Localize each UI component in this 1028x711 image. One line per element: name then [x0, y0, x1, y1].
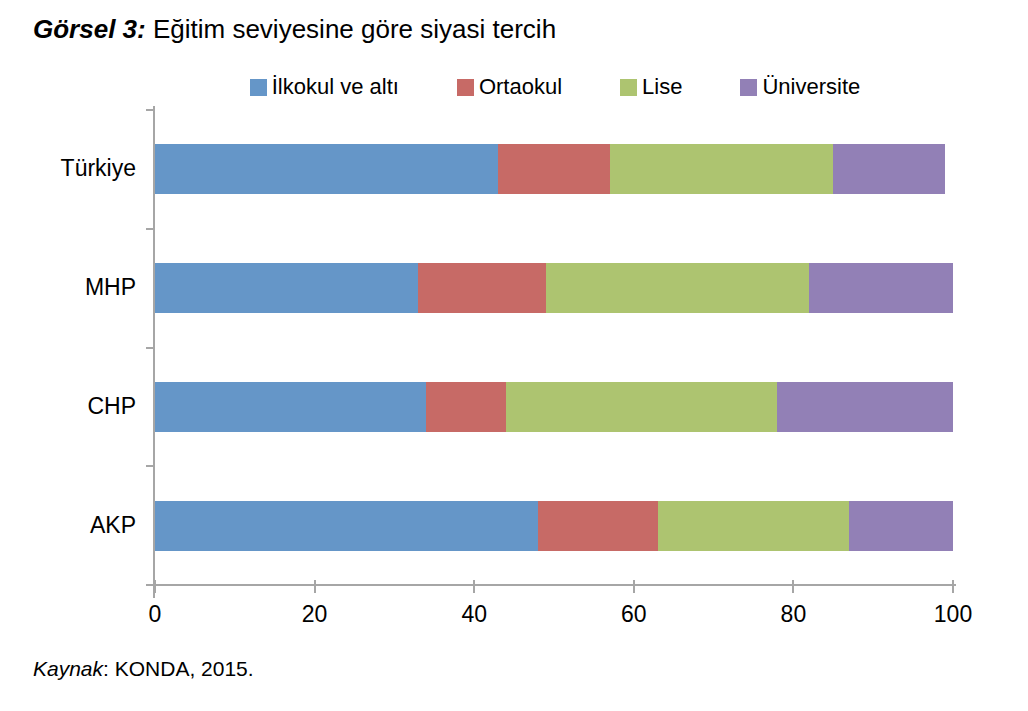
legend-label: Ortaokul — [479, 74, 562, 100]
category-label: Türkiye — [0, 155, 146, 182]
x-axis-tick — [154, 580, 156, 593]
y-axis-tick — [146, 584, 154, 586]
source-note: Kaynak: KONDA, 2015. — [33, 657, 254, 681]
bar-segment — [506, 382, 777, 432]
figure-page: Görsel 3: Eğitim seviyesine göre siyasi … — [0, 0, 1028, 711]
bar-row — [155, 501, 953, 551]
x-axis-tick-label: 80 — [781, 601, 807, 628]
x-axis-tick — [314, 580, 316, 593]
bar-segment — [809, 263, 953, 313]
bar-row — [155, 144, 945, 194]
legend-item: Üniversite — [740, 74, 860, 100]
legend-item: Ortaokul — [457, 74, 562, 100]
bar-segment — [155, 501, 538, 551]
legend-swatch-icon — [620, 79, 637, 96]
bar-segment — [610, 144, 833, 194]
x-axis-tick — [473, 580, 475, 593]
category-label: CHP — [0, 393, 146, 420]
category-label: AKP — [0, 512, 146, 539]
y-axis-tick — [146, 228, 154, 230]
chart-title-text: Eğitim seviyesine göre siyasi tercih — [146, 14, 556, 44]
legend-item: İlkokul ve altı — [250, 74, 399, 100]
bar-segment — [658, 501, 850, 551]
bar-segment — [426, 382, 506, 432]
x-axis-tick — [633, 580, 635, 593]
bar-segment — [155, 144, 498, 194]
bar-segment — [546, 263, 809, 313]
bar-segment — [833, 144, 945, 194]
legend-swatch-icon — [457, 79, 474, 96]
bar-segment — [777, 382, 953, 432]
bar-row — [155, 382, 953, 432]
y-axis-tick — [146, 465, 154, 467]
category-label: MHP — [0, 274, 146, 301]
x-axis-tick-label: 20 — [302, 601, 328, 628]
bar-segment — [418, 263, 546, 313]
x-axis-line — [148, 584, 956, 586]
chart-legend: İlkokul ve altı Ortaokul Lise Üniversite — [155, 74, 955, 100]
bar-segment — [538, 501, 658, 551]
chart-title: Görsel 3: Eğitim seviyesine göre siyasi … — [33, 14, 556, 45]
bar-segment — [498, 144, 610, 194]
legend-swatch-icon — [250, 79, 267, 96]
chart-title-prefix: Görsel 3: — [33, 14, 146, 44]
y-axis-tick — [146, 347, 154, 349]
legend-label: Lise — [642, 74, 682, 100]
bar-segment — [849, 501, 953, 551]
y-axis-tick — [146, 109, 154, 111]
legend-label: İlkokul ve altı — [272, 74, 399, 100]
x-axis-tick-label: 100 — [934, 601, 972, 628]
bar-segment — [155, 263, 418, 313]
source-label: Kaynak — [33, 657, 103, 680]
legend-item: Lise — [620, 74, 682, 100]
bar-row — [155, 263, 953, 313]
x-axis-tick-label: 60 — [621, 601, 647, 628]
legend-label: Üniversite — [762, 74, 860, 100]
x-axis-tick-label: 40 — [461, 601, 487, 628]
x-axis-tick — [952, 580, 954, 593]
legend-swatch-icon — [740, 79, 757, 96]
bar-segment — [155, 382, 426, 432]
source-text: : KONDA, 2015. — [103, 657, 254, 680]
x-axis-tick — [792, 580, 794, 593]
x-axis-tick-label: 0 — [149, 601, 162, 628]
